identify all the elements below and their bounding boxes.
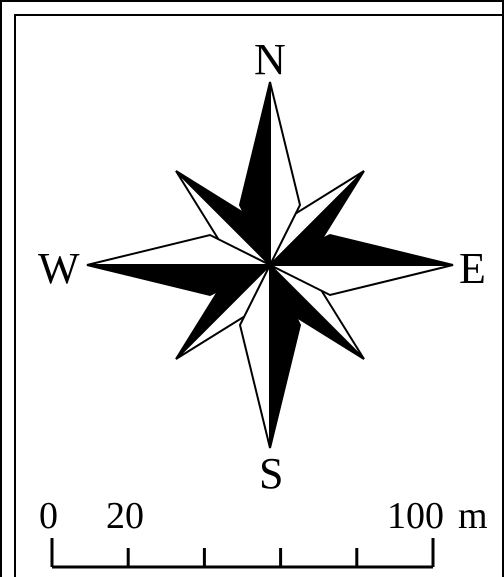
map-inner-frame: [14, 14, 504, 577]
compass-rose-star: [86, 81, 454, 449]
point-n-light: [269, 81, 302, 266]
scale-bar: [50, 538, 435, 569]
scale-label-100: 100: [387, 495, 444, 537]
scale-label-0: 0: [39, 495, 58, 537]
point-s-light: [238, 264, 271, 449]
east-label: E: [459, 244, 486, 293]
west-label: W: [38, 244, 80, 293]
north-label: N: [254, 35, 286, 84]
scale-unit: m: [458, 495, 488, 537]
point-e-light: [269, 264, 454, 297]
south-label: S: [259, 449, 284, 498]
scale-label-20: 20: [106, 495, 144, 537]
point-w-light: [86, 233, 271, 266]
